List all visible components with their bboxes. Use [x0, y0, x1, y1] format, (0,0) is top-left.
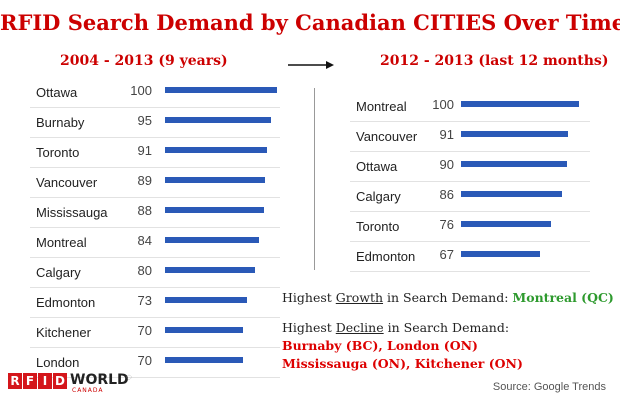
- value-label: 76: [439, 217, 454, 232]
- bar: [461, 221, 551, 227]
- decline-prefix: Highest: [282, 320, 336, 335]
- right-arrow-icon: [288, 61, 334, 69]
- bar-row: Calgary 80: [30, 258, 280, 288]
- panel-divider: [314, 88, 315, 270]
- growth-prefix: Highest: [282, 290, 336, 305]
- category-label: Edmonton: [356, 249, 416, 264]
- bar-row: Vancouver 89: [30, 168, 280, 198]
- growth-note: Highest Growth in Search Demand: Montrea…: [282, 289, 614, 307]
- logo-mark-icon: ◌: [126, 372, 132, 383]
- value-label: 88: [137, 203, 152, 218]
- bar: [461, 131, 569, 137]
- decline-suffix: in Search Demand:: [383, 320, 510, 335]
- bar: [165, 207, 264, 213]
- value-label: 86: [439, 187, 454, 202]
- bar: [461, 161, 568, 167]
- value-label: 67: [439, 247, 454, 262]
- decline-line-1: Burnaby (BC), London (ON): [282, 338, 478, 353]
- bar-row: Mississauga 88: [30, 198, 280, 228]
- category-label: Vancouver: [36, 175, 98, 190]
- bar-row: Calgary 86: [350, 182, 590, 212]
- logo-letter-i: I: [38, 373, 52, 389]
- category-label: Vancouver: [356, 129, 418, 144]
- bar: [165, 357, 244, 363]
- bar: [165, 117, 272, 123]
- bar-row: Ottawa 100: [30, 78, 280, 108]
- rfid-world-logo: R F I D WORLD CANADA ◌: [8, 372, 132, 394]
- bar: [165, 237, 260, 243]
- logo-word: WORLD: [70, 372, 129, 388]
- value-label: 89: [137, 173, 152, 188]
- bar: [165, 267, 255, 273]
- value-label: 91: [439, 127, 454, 142]
- right-panel-title: 2012 - 2013 (last 12 months): [380, 53, 609, 69]
- category-label: Montreal: [36, 235, 87, 250]
- bar-row: Kitchener 70: [30, 318, 280, 348]
- logo-sub: CANADA: [72, 387, 104, 394]
- category-label: Montreal: [356, 99, 407, 114]
- category-label: Toronto: [356, 219, 400, 234]
- value-label: 70: [137, 353, 152, 368]
- bar: [165, 297, 247, 303]
- decline-line-2: Mississauga (ON), Kitchener (ON): [282, 356, 523, 371]
- value-label: 84: [137, 233, 152, 248]
- value-label: 73: [137, 293, 152, 308]
- category-label: London: [36, 355, 80, 370]
- decline-note: Highest Decline in Search Demand: Burnab…: [282, 319, 523, 373]
- value-label: 70: [137, 323, 152, 338]
- decline-word: Decline: [335, 320, 384, 335]
- category-label: Calgary: [36, 265, 81, 280]
- bar: [461, 101, 579, 107]
- category-label: Ottawa: [36, 85, 78, 100]
- category-label: Burnaby: [36, 115, 85, 130]
- value-label: 91: [137, 143, 152, 158]
- bar-row: Toronto 91: [30, 138, 280, 168]
- bar-row: Burnaby 95: [30, 108, 280, 138]
- value-label: 80: [137, 263, 152, 278]
- logo-letter-f: F: [23, 373, 37, 389]
- bar: [461, 251, 541, 257]
- bar: [461, 191, 563, 197]
- growth-suffix: in Search Demand:: [383, 290, 513, 305]
- logo-letter-r: R: [8, 373, 22, 389]
- category-label: Edmonton: [36, 295, 96, 310]
- bar-row: Vancouver 91: [350, 122, 590, 152]
- value-label: 95: [137, 113, 152, 128]
- source-note: Source: Google Trends: [492, 381, 606, 393]
- bar-row: Edmonton 67: [350, 242, 590, 272]
- value-label: 100: [432, 97, 454, 112]
- bar: [165, 327, 244, 333]
- category-label: Calgary: [356, 189, 401, 204]
- right-bar-chart: Montreal 100 Vancouver 91 Ottawa 90 Calgary 86 T…: [350, 92, 590, 272]
- category-label: Kitchener: [36, 325, 91, 340]
- bar-row: Montreal 84: [30, 228, 280, 258]
- left-bar-chart: Ottawa 100 Burnaby 95 Toronto 91 Vancouver 89 Mi…: [30, 78, 280, 378]
- bar-row: Ottawa 90: [350, 152, 590, 182]
- left-panel-title: 2004 - 2013 (9 years): [60, 53, 228, 69]
- value-label: 100: [130, 83, 152, 98]
- category-label: Mississauga: [36, 205, 108, 220]
- bar-row: Toronto 76: [350, 212, 590, 242]
- category-label: Ottawa: [356, 159, 398, 174]
- chart-title: RFID Search Demand by Canadian CITIES Ov…: [0, 10, 620, 35]
- growth-value: Montreal (QC): [512, 290, 614, 305]
- bar: [165, 177, 265, 183]
- bar: [165, 147, 267, 153]
- growth-word: Growth: [335, 290, 384, 305]
- bar-row: Edmonton 73: [30, 288, 280, 318]
- bar: [165, 87, 277, 93]
- bar-row: London 70: [30, 348, 280, 378]
- value-label: 90: [439, 157, 454, 172]
- logo-letter-d: D: [53, 373, 67, 389]
- category-label: Toronto: [36, 145, 80, 160]
- bar-row: Montreal 100: [350, 92, 590, 122]
